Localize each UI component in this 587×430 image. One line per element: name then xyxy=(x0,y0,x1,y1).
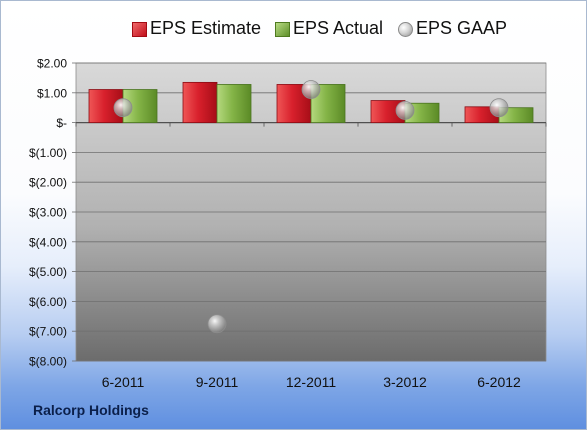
y-tick-label: $2.00 xyxy=(37,57,67,71)
y-tick-label: $(3.00) xyxy=(29,206,67,220)
y-tick-label: $(8.00) xyxy=(29,355,67,369)
legend-swatch-eps-gaap xyxy=(398,22,413,37)
company-name: Ralcorp Holdings xyxy=(33,402,149,418)
x-tick-label: 12-2011 xyxy=(286,374,337,390)
y-tick-label: $- xyxy=(56,116,67,130)
bar-eps-actual xyxy=(216,84,252,124)
marker-eps-gaap xyxy=(301,80,321,99)
y-tick-label: $(6.00) xyxy=(29,295,67,309)
y-tick-label: $1.00 xyxy=(37,86,67,100)
y-tick-label: $(7.00) xyxy=(29,325,67,339)
legend-label-eps-estimate: EPS Estimate xyxy=(150,18,262,38)
x-tick-label: 9-2011 xyxy=(196,374,239,390)
marker-eps-gaap xyxy=(113,98,133,118)
y-tick-label: $(4.00) xyxy=(29,235,67,249)
legend-label-eps-actual: EPS Actual xyxy=(293,18,384,38)
legend-label-eps-gaap: EPS GAAP xyxy=(416,18,508,38)
marker-eps-gaap xyxy=(207,314,227,334)
marker-eps-gaap xyxy=(395,100,415,120)
y-tick-label: $(5.00) xyxy=(29,265,67,279)
bar-eps-estimate xyxy=(182,81,218,124)
marker-eps-gaap xyxy=(489,98,509,118)
legend-swatch-eps-actual xyxy=(275,22,290,37)
x-tick-label: 6-2012 xyxy=(477,374,521,390)
legend-swatch-eps-estimate xyxy=(132,22,147,37)
chart-legend: EPS Estimate EPS Actual EPS GAAP xyxy=(1,15,586,41)
y-tick-label: $(1.00) xyxy=(29,146,67,160)
y-tick-label: $(2.00) xyxy=(29,176,67,190)
x-tick-label: 6-2011 xyxy=(102,374,145,390)
x-tick-label: 3-2012 xyxy=(383,374,427,390)
